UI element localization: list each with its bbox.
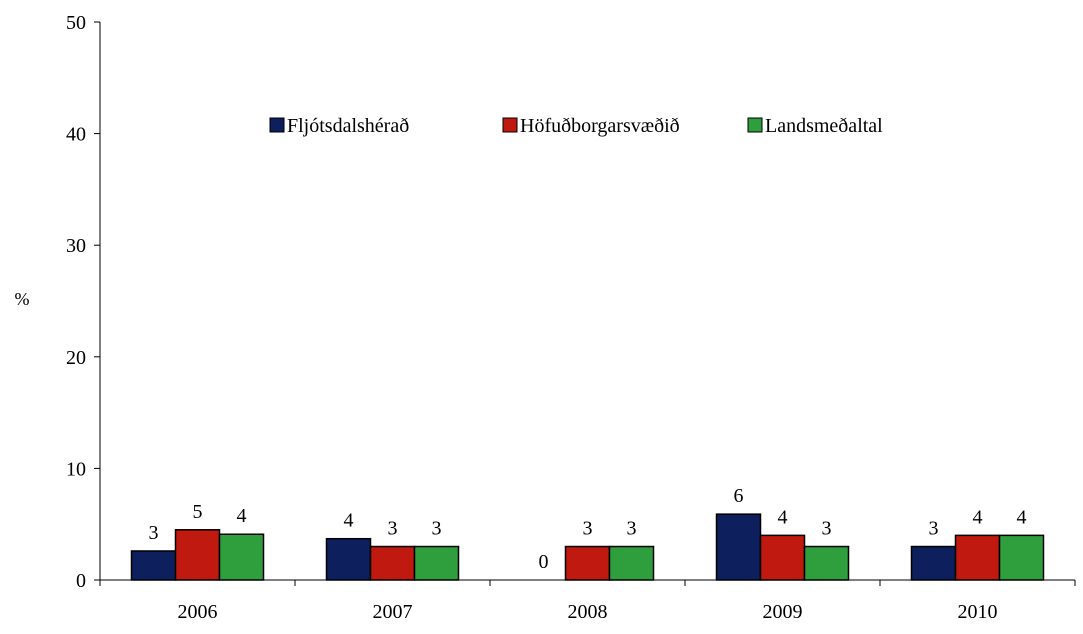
data-label: 6 bbox=[734, 485, 744, 507]
data-label: 3 bbox=[583, 518, 593, 540]
legend-label: Fljótsdalshérað bbox=[287, 115, 409, 137]
y-tick-label: 0 bbox=[76, 570, 86, 592]
data-label: 4 bbox=[1017, 506, 1027, 528]
y-axis-label: % bbox=[15, 289, 30, 309]
bar bbox=[174, 529, 221, 581]
data-label: 3 bbox=[627, 518, 637, 540]
data-label: 3 bbox=[822, 518, 832, 540]
data-label: 4 bbox=[973, 506, 983, 528]
bar bbox=[998, 534, 1045, 581]
bar bbox=[218, 533, 265, 581]
legend-item: Fljótsdalshérað bbox=[269, 115, 409, 137]
bar bbox=[954, 534, 1001, 581]
x-axis: 2006 2007 2008 2009 2010 bbox=[99, 579, 1076, 623]
bar bbox=[803, 545, 850, 581]
y-tick-label: 10 bbox=[66, 458, 86, 480]
data-label: 4 bbox=[344, 510, 354, 532]
bar bbox=[564, 545, 611, 581]
x-tick-label: 2008 bbox=[568, 601, 608, 623]
y-tick-label: 20 bbox=[66, 347, 86, 369]
data-label: 0 bbox=[539, 551, 549, 573]
x-tick-label: 2007 bbox=[373, 601, 413, 623]
x-tick-label: 2009 bbox=[763, 601, 803, 623]
bar bbox=[413, 545, 460, 581]
bar bbox=[910, 545, 957, 581]
y-tick-label: 40 bbox=[66, 124, 86, 146]
bar bbox=[130, 550, 177, 581]
y-tick-label: 30 bbox=[66, 235, 86, 257]
legend-label: Landsmeðaltal bbox=[765, 115, 883, 137]
data-label: 5 bbox=[193, 501, 203, 523]
legend-swatch bbox=[269, 117, 285, 133]
bar bbox=[608, 545, 655, 581]
data-label: 3 bbox=[149, 522, 159, 544]
data-label: 4 bbox=[778, 506, 788, 528]
legend-swatch bbox=[502, 117, 518, 133]
x-tick-label: 2006 bbox=[178, 601, 218, 623]
y-axis: 0 10 20 30 40 50 bbox=[66, 12, 101, 592]
x-tick-label: 2010 bbox=[958, 601, 998, 623]
y-tick-label: 50 bbox=[66, 12, 86, 34]
legend-swatch bbox=[747, 117, 763, 133]
legend-label: Höfuðborgarsvæðið bbox=[520, 115, 680, 137]
data-label: 4 bbox=[237, 505, 247, 527]
data-label: 3 bbox=[432, 518, 442, 540]
bars bbox=[130, 513, 1045, 581]
data-label: 3 bbox=[929, 518, 939, 540]
bar bbox=[325, 537, 372, 581]
bar bbox=[715, 513, 762, 581]
bar bbox=[369, 545, 416, 581]
legend-item: Landsmeðaltal bbox=[747, 115, 883, 137]
data-label: 3 bbox=[388, 518, 398, 540]
bar bbox=[759, 534, 806, 581]
data-labels: 3 5 4 4 3 3 0 3 3 6 4 3 3 4 4 bbox=[149, 485, 1027, 573]
legend-item: Höfuðborgarsvæðið bbox=[502, 115, 680, 137]
legend: Fljótsdalshérað Höfuðborgarsvæðið Landsmeð… bbox=[269, 115, 883, 137]
